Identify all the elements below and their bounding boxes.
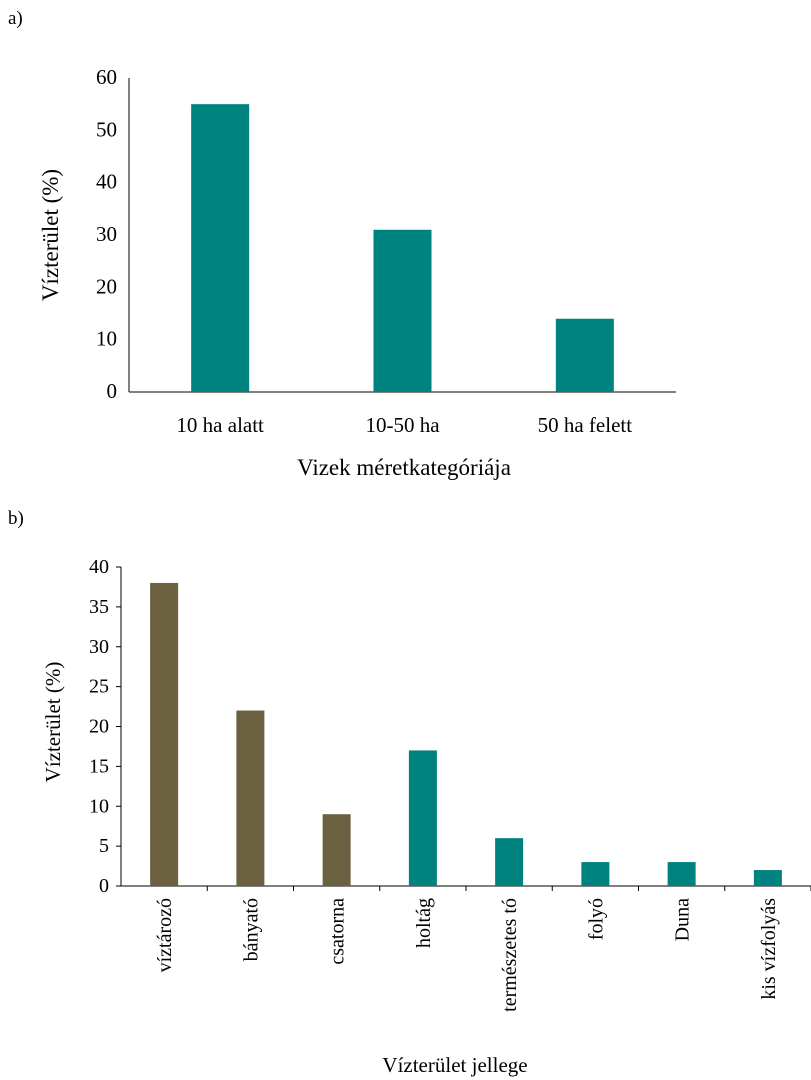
bar-4: [408, 750, 437, 886]
bar-8: [753, 870, 782, 886]
y-tick-label: 35: [89, 596, 109, 618]
bar-6: [581, 862, 610, 886]
y-tick-label: 50: [96, 117, 117, 141]
x-category-label: 10 ha alatt: [176, 413, 264, 437]
y-tick-label: 20: [89, 716, 109, 738]
x-category-label: csatorna: [327, 898, 349, 965]
bar-1: [150, 582, 179, 886]
y-tick-label: 0: [107, 379, 118, 403]
x-category-label: 50 ha felett: [538, 413, 633, 437]
chart-a: 0 10 20 30 40 50 60 10 ha alatt 10-50 ha 50 ha fe…: [38, 65, 676, 480]
bar-2: [236, 710, 265, 886]
bar-7: [667, 862, 696, 886]
x-category-label: víztározó: [154, 898, 176, 972]
y-tick-label: 60: [96, 65, 117, 89]
y-tick-label: 40: [96, 170, 117, 194]
y-tick-label: 30: [96, 222, 117, 246]
panel-a-label: a): [8, 8, 23, 29]
y-tick-label: 40: [89, 556, 109, 578]
x-category-label: bányató: [240, 898, 262, 961]
x-category-label: 10-50 ha: [365, 413, 440, 437]
y-tick-label: 25: [89, 676, 109, 698]
panel-b-label: b): [8, 508, 24, 529]
y-axis-title: Vízterület (%): [41, 662, 65, 783]
x-category-label: Duna: [672, 898, 694, 941]
y-tick-label: 10: [96, 327, 117, 351]
y-tick-label: 0: [99, 875, 109, 897]
y-tick-label: 30: [89, 636, 109, 658]
y-tick-label: 20: [96, 274, 117, 298]
bar-3: [322, 814, 351, 886]
bar-3: [555, 318, 614, 392]
chart-b: 0 5 10 15 20 25 30 35 40 víztározó bányató csatorna…: [41, 556, 811, 1077]
chart-a-background: [14, 52, 700, 496]
y-tick-label: 5: [99, 835, 109, 857]
x-category-label: holtág: [413, 898, 435, 948]
x-category-label: természetes tó: [499, 898, 521, 1012]
x-axis-title: Vízterület jellege: [382, 1053, 527, 1077]
x-category-label: kis vízfolyás: [758, 898, 780, 1000]
y-tick-label: 15: [89, 755, 109, 777]
bar-2: [373, 229, 432, 392]
bar-5: [495, 838, 524, 886]
bar-1: [191, 104, 250, 393]
y-tick-label: 10: [89, 795, 109, 817]
x-axis-title: Vizek méretkategóriája: [297, 455, 511, 480]
x-category-label: folyó: [585, 898, 607, 940]
y-axis-title: Vízterület (%): [38, 169, 63, 301]
